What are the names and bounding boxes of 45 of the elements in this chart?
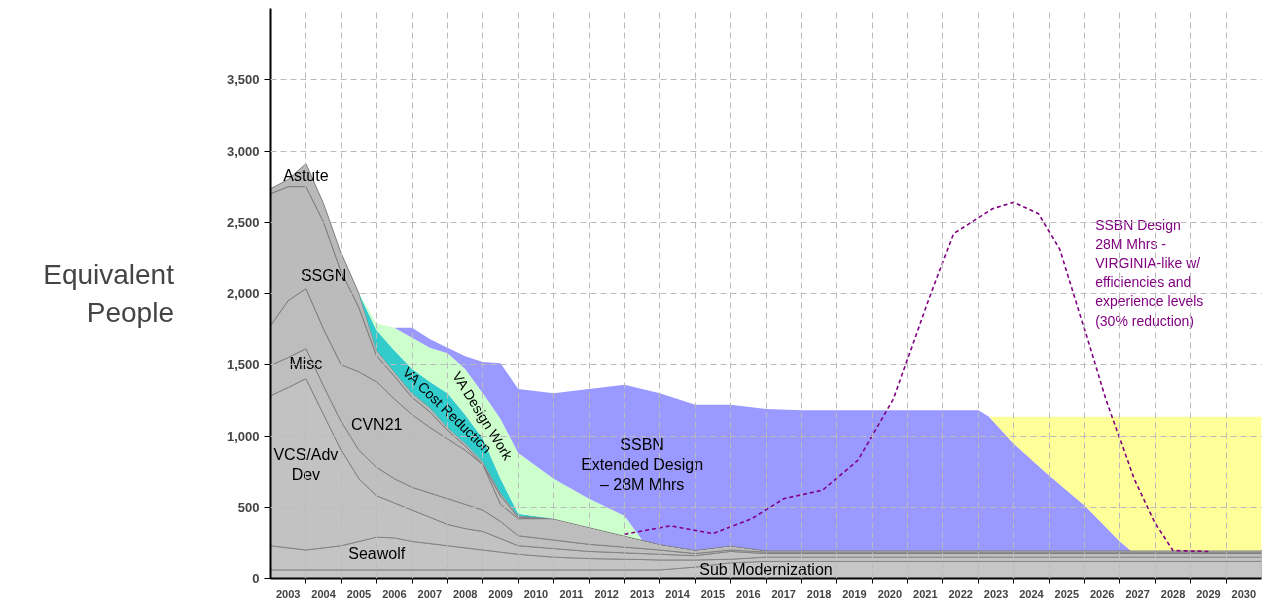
x-tick-label: 2010 bbox=[523, 587, 549, 600]
x-tick-label: 2015 bbox=[700, 587, 726, 600]
y-axis-title: Equivalent People bbox=[43, 259, 175, 328]
x-tick-label: 2020 bbox=[877, 587, 903, 600]
x-tick-label: 2019 bbox=[842, 587, 867, 600]
x-tick-label: 2027 bbox=[1125, 587, 1150, 600]
x-tick-label: 2023 bbox=[983, 587, 1009, 600]
x-tick-label: 2003 bbox=[275, 587, 301, 600]
y-tick-label: 2,000 bbox=[226, 286, 260, 301]
series-label: SSBN Design 28M Mhrs - VIRGINIA-like w/ efficiencies and experience levels (30% reduction) bbox=[1095, 216, 1204, 329]
y-tick-label: 2,500 bbox=[226, 214, 260, 230]
x-tick-label: 2029 bbox=[1196, 587, 1221, 600]
x-tick-label: 2026 bbox=[1090, 587, 1115, 600]
y-tick-label: 3,000 bbox=[226, 143, 260, 159]
x-tick-label: 2008 bbox=[452, 587, 478, 600]
y-tick-label: 1,000 bbox=[226, 428, 260, 444]
x-tick-label: 2022 bbox=[948, 587, 973, 600]
x-tick-label: 2021 bbox=[913, 587, 938, 600]
x-tick-label: 2006 bbox=[382, 587, 407, 600]
x-tick-label: 2018 bbox=[806, 587, 832, 600]
series-label: SSGN bbox=[300, 267, 347, 285]
series-label: CVN21 bbox=[350, 416, 403, 434]
series-label: Seawolf bbox=[348, 545, 406, 563]
y-tick-label: 3,500 bbox=[226, 72, 260, 88]
x-tick-label: 2017 bbox=[771, 587, 796, 600]
x-tick-label: 2024 bbox=[1019, 587, 1045, 600]
x-tick-label: 2028 bbox=[1160, 587, 1186, 600]
x-tick-label: 2004 bbox=[311, 587, 337, 600]
x-tick-label: 2014 bbox=[665, 587, 691, 600]
x-tick-label: 2030 bbox=[1231, 587, 1257, 600]
x-tick-label: 2005 bbox=[346, 587, 372, 600]
x-tick-label: 2025 bbox=[1054, 587, 1080, 600]
x-tick-label: 2016 bbox=[736, 587, 761, 600]
x-tick-label: 2009 bbox=[488, 587, 513, 600]
series-label: VCS/Adv Dev bbox=[273, 445, 339, 483]
series-label: SSBN Extended Design – 28M Mhrs bbox=[581, 435, 704, 494]
y-tick-label: 1,500 bbox=[226, 357, 260, 373]
x-tick-label: 2012 bbox=[594, 587, 619, 600]
x-tick-label: 2011 bbox=[559, 587, 584, 600]
x-tick-label: 2007 bbox=[417, 587, 443, 600]
series-label: Sub Modernization bbox=[699, 561, 833, 579]
x-tick-label: 2013 bbox=[629, 587, 655, 600]
y-tick-label: 0 bbox=[252, 571, 260, 586]
series-label: Astute bbox=[283, 166, 329, 184]
y-tick-label: 500 bbox=[237, 499, 260, 515]
